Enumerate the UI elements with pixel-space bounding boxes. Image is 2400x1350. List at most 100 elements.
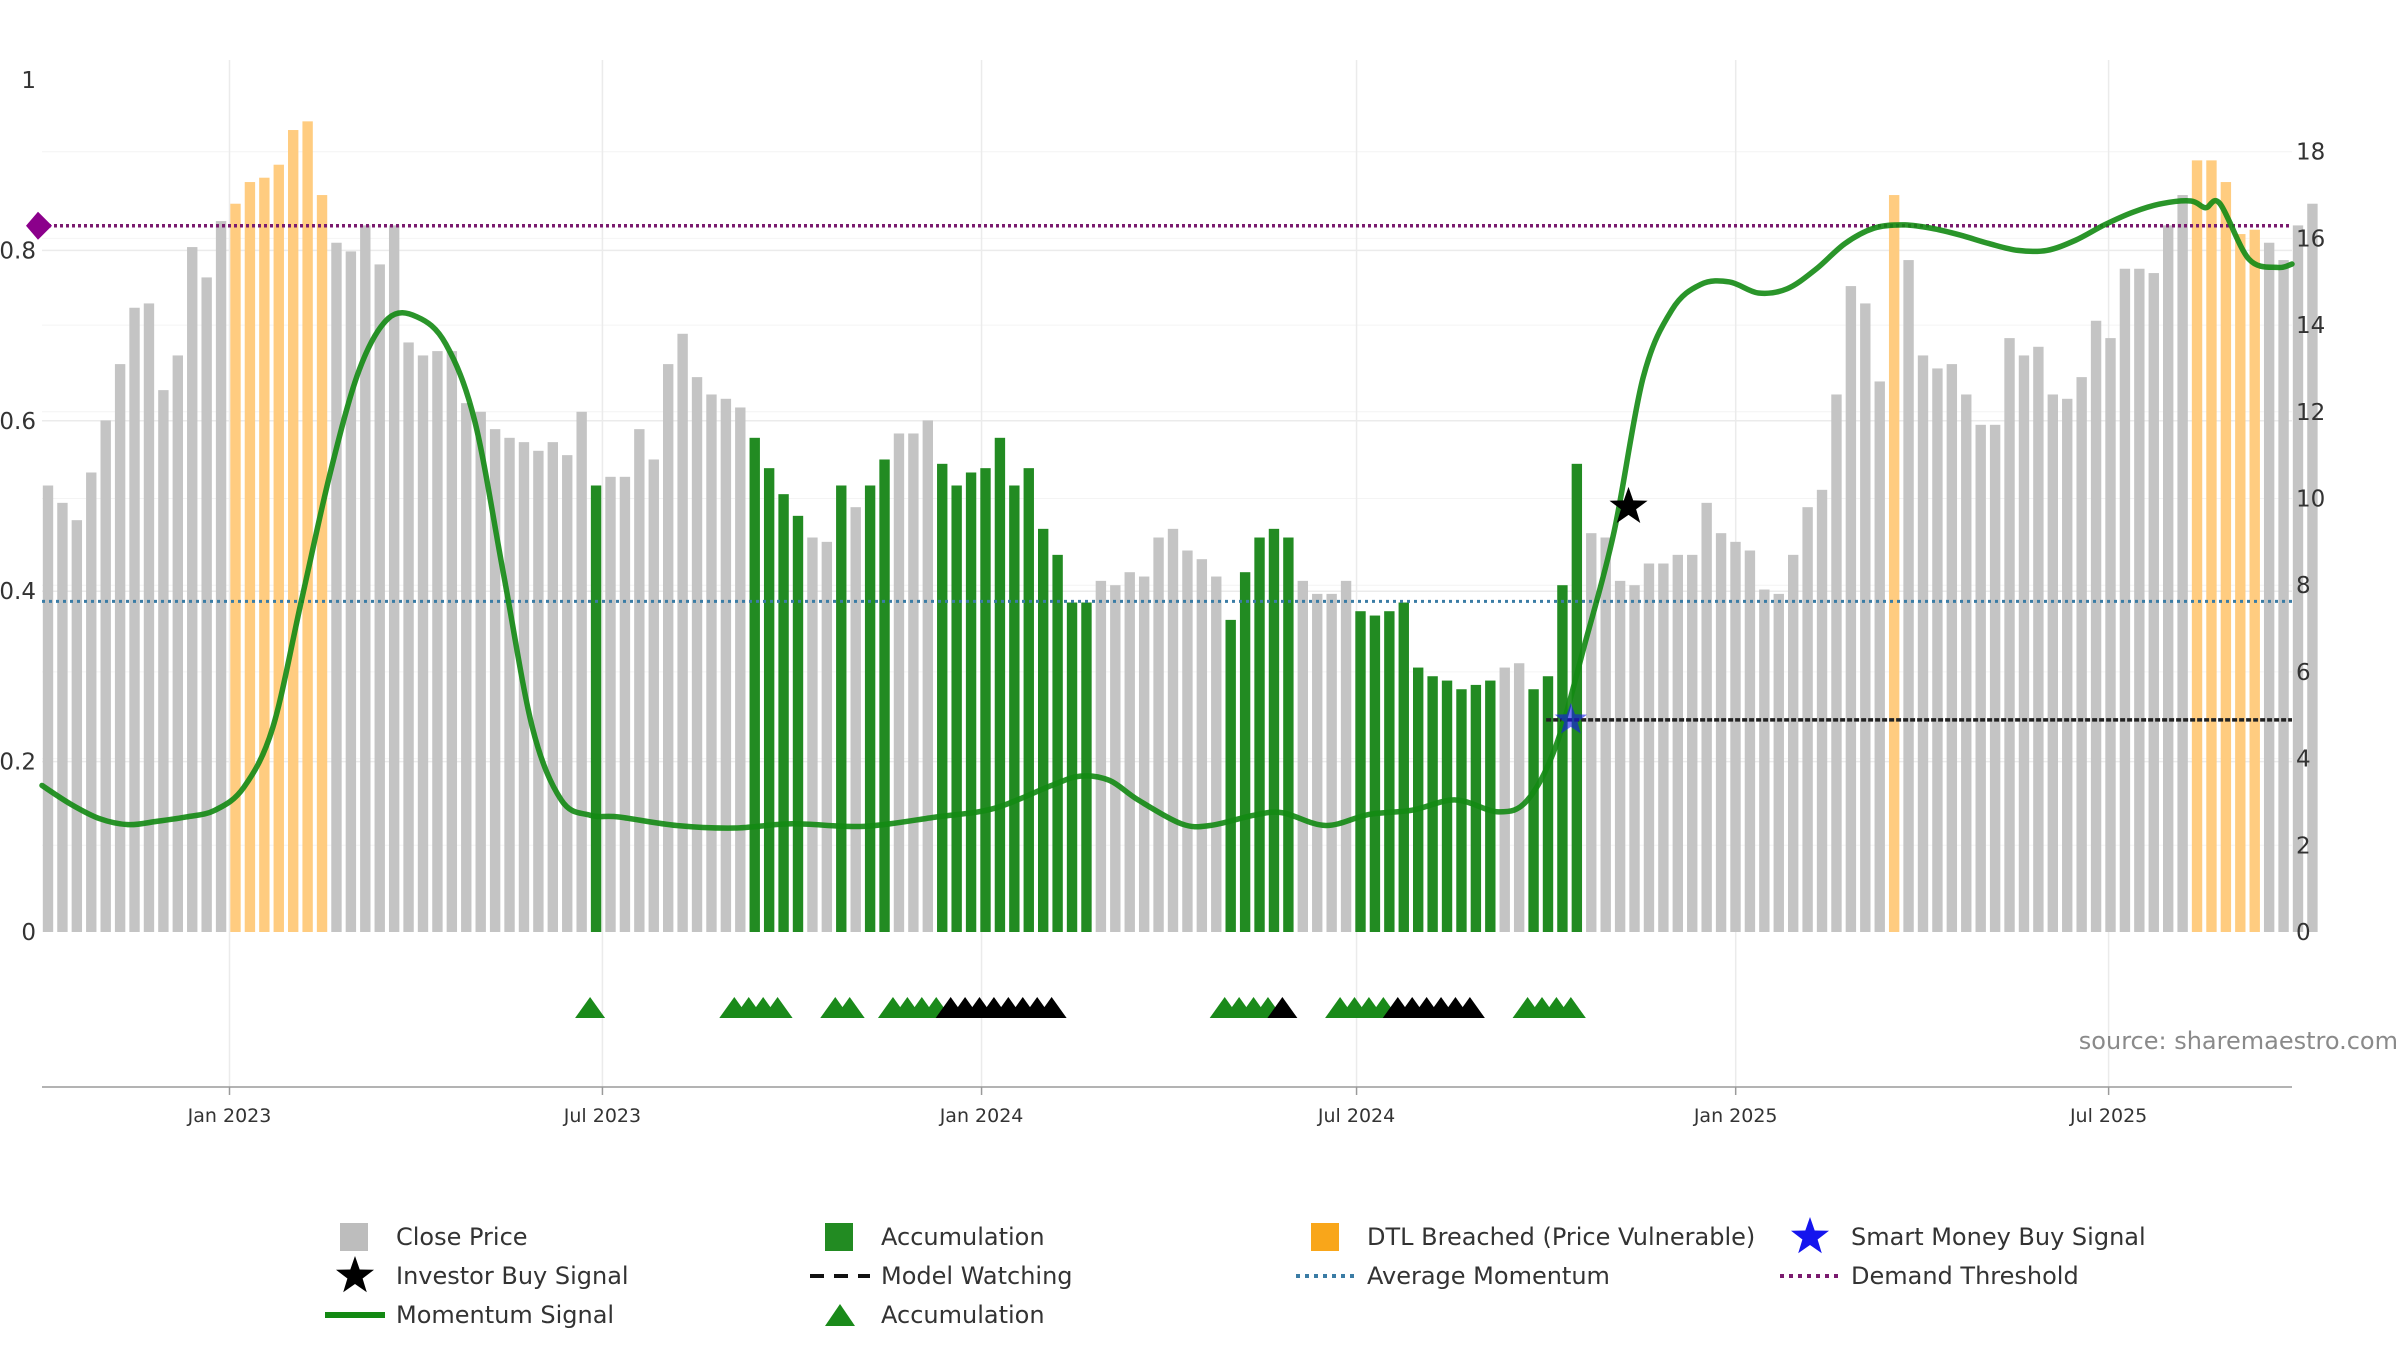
close-price-bar: [215, 221, 227, 932]
legend-swatch: [825, 1223, 853, 1251]
accumulation-bar: [1023, 468, 1034, 932]
close-price-bar: [2177, 195, 2188, 933]
close-price-bar: [2076, 377, 2087, 932]
legend-swatch: [1311, 1223, 1339, 1251]
close-price-bar: [1903, 260, 1914, 932]
close-price-bar: [2047, 394, 2058, 933]
accumulation-bar: [1081, 602, 1092, 932]
close-price-bar: [576, 411, 587, 932]
accumulation-bar: [1542, 676, 1554, 932]
close-price-bar: [2033, 346, 2044, 932]
right-tick-label: 16: [2296, 226, 2325, 252]
close-price-bar: [201, 277, 212, 932]
close-price-bar: [158, 390, 169, 932]
close-price-bar: [360, 225, 371, 932]
close-price-bar: [2307, 203, 2318, 933]
dtl-breached-bar: [288, 130, 299, 932]
accumulation-bar: [1239, 572, 1251, 932]
legend-label: Accumulation: [881, 1223, 1045, 1251]
accumulation-bar: [1384, 611, 1395, 932]
close-price-bar: [172, 355, 183, 932]
accumulation-bar: [1470, 684, 1482, 932]
close-price-bar: [1672, 554, 1683, 932]
close-price-bar: [1816, 489, 1828, 932]
close-price-bar: [1845, 286, 1857, 933]
source-label: source: sharemaestro.com: [2079, 1027, 2398, 1055]
x-tick-label: Jan 2024: [939, 1105, 1024, 1127]
accumulation-bar: [1268, 528, 1280, 932]
dtl-breached-bar: [316, 195, 328, 933]
legend-label: Investor Buy Signal: [396, 1262, 629, 1290]
accumulation-bar: [1398, 602, 1409, 932]
close-price-bar: [417, 355, 429, 932]
left-tick-label: 0.6: [0, 409, 36, 435]
accumulation-triangle-marker: [762, 997, 793, 1018]
accumulation-bar: [1571, 463, 1583, 932]
dtl-breached-bar: [230, 203, 241, 933]
close-price-bar: [691, 377, 703, 932]
x-tick-label: Jul 2025: [2069, 1105, 2147, 1127]
close-price-bar: [1687, 554, 1698, 932]
close-price-bar: [129, 307, 140, 932]
close-price-bar: [1182, 550, 1193, 932]
close-price-bar: [2062, 398, 2073, 932]
close-price-bar: [1932, 368, 1943, 932]
close-price-bar: [504, 437, 515, 932]
right-tick-label: 6: [2296, 660, 2311, 686]
close-price-bar: [143, 303, 155, 932]
legend-label: Demand Threshold: [1851, 1262, 2079, 1290]
watch-triangle-marker: [1454, 997, 1485, 1018]
left-tick-label: 0.4: [0, 579, 36, 605]
close-price-bar: [1340, 580, 1352, 932]
legend-triangle: [825, 1304, 855, 1326]
investor-buy-star: [1609, 486, 1648, 523]
close-price-bar: [475, 411, 486, 932]
dtl-breached-bar: [2249, 229, 2260, 933]
dtl-breached-bar: [259, 177, 270, 932]
accumulation-bar: [1254, 537, 1265, 932]
close-price-bar: [1788, 554, 1799, 932]
close-price-bar: [187, 247, 198, 932]
demand-threshold-marker: [26, 211, 52, 240]
close-price-bar: [114, 364, 126, 932]
right-tick-label: 2: [2296, 833, 2311, 859]
close-price-bar: [57, 502, 68, 932]
close-price-bar: [2119, 268, 2131, 932]
x-tick-label: Jul 2023: [563, 1105, 641, 1127]
close-price-bar: [1701, 502, 1712, 932]
right-tick-label: 0: [2296, 920, 2311, 946]
accumulation-bar: [1225, 619, 1236, 932]
close-price-bar: [1600, 537, 1611, 932]
close-price-bar: [2018, 355, 2030, 932]
close-price-bar: [648, 459, 659, 932]
close-price-bar: [1744, 550, 1756, 932]
close-price-bar: [1110, 585, 1121, 932]
close-price-bar: [2278, 260, 2289, 932]
right-tick-label: 10: [2296, 487, 2325, 513]
close-price-bar: [1095, 580, 1107, 932]
close-price-bar: [1153, 537, 1164, 932]
close-price-bar: [562, 455, 573, 932]
close-price-bar: [677, 333, 688, 932]
close-price-bar: [1297, 580, 1308, 932]
close-price-bar: [850, 507, 861, 932]
left-tick-label: 0.8: [0, 238, 36, 264]
close-price-bar: [1196, 559, 1208, 932]
close-price-bar: [807, 537, 818, 932]
dtl-breached-bar: [2191, 160, 2203, 932]
close-price-bar: [1312, 593, 1323, 932]
close-price-bar: [2090, 320, 2102, 932]
left-tick-label: 1: [21, 68, 36, 94]
close-price-bar: [1643, 563, 1655, 932]
close-price-bar: [331, 242, 342, 933]
legend-star: [1791, 1217, 1829, 1254]
close-price-bar: [619, 476, 631, 932]
dtl-breached-bar: [273, 164, 284, 932]
accumulation-bar: [1528, 689, 1539, 932]
left-tick-label: 0: [21, 920, 36, 946]
legend-label: Smart Money Buy Signal: [1851, 1223, 2146, 1251]
close-price-bar: [1961, 394, 1972, 933]
close-price-bar: [547, 442, 558, 932]
close-price-bar: [1138, 576, 1150, 932]
